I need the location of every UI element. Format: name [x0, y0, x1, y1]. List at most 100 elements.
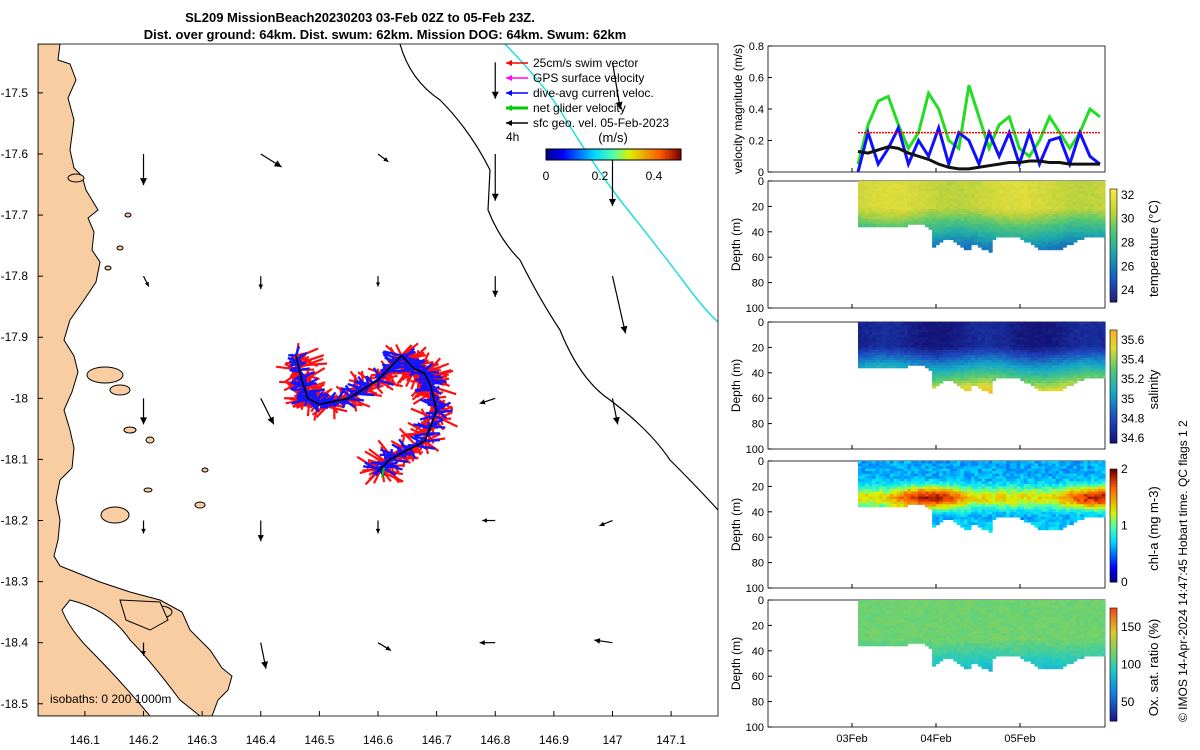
- salinity-cell: [893, 349, 898, 354]
- salinity-cell: [1076, 324, 1081, 328]
- chla-cell: [995, 514, 1000, 518]
- temperature-cell: [1052, 234, 1057, 238]
- salinity-cell: [893, 344, 898, 348]
- salinity-cell: [1062, 370, 1067, 374]
- temperature-cell: [946, 201, 951, 205]
- chla-cell: [872, 473, 877, 477]
- coastline-land: [38, 44, 233, 716]
- temperature-cell: [1016, 226, 1021, 230]
- salinity-cell: [858, 322, 863, 326]
- temperature-cell: [956, 191, 961, 195]
- temperature-cell: [925, 191, 930, 195]
- temperature-cell: [999, 211, 1004, 215]
- salinity-cell: [865, 344, 870, 348]
- salinity-cell: [1045, 380, 1050, 384]
- temperature-cell: [992, 208, 997, 213]
- temperature-cell: [1059, 186, 1064, 190]
- chla-cell: [879, 504, 884, 508]
- chla-cell: [889, 476, 894, 480]
- salinity-cell: [949, 339, 954, 343]
- salinity-cell: [1002, 375, 1007, 379]
- salinity-colorbar-tick-label: 34.8: [1121, 411, 1145, 425]
- salinity-colorbar-cell: [1110, 420, 1117, 424]
- temperature-cell: [949, 236, 954, 241]
- salinity-cell: [1066, 347, 1071, 351]
- temperature-cell: [1073, 211, 1078, 215]
- salinity-cell: [858, 347, 863, 351]
- chla-cell: [992, 506, 997, 510]
- salinity-cell: [985, 352, 990, 356]
- temperature-cell: [981, 188, 986, 192]
- salinity-cell: [1069, 380, 1074, 384]
- temperature-cell: [1094, 214, 1099, 218]
- temperature-cell: [1016, 188, 1021, 192]
- chla-cell: [946, 491, 951, 495]
- temperature-y-tick-label: 100: [746, 303, 764, 315]
- chla-cell: [925, 494, 930, 498]
- salinity-cell: [932, 355, 937, 359]
- salinity-cell: [1030, 355, 1036, 359]
- chla-cell: [992, 466, 997, 470]
- salinity-colorbar-cell: [1110, 423, 1117, 427]
- salinity-cell: [925, 327, 930, 331]
- salinity-cell: [932, 382, 937, 387]
- temperature-colorbar-frame: [1109, 188, 1118, 303]
- temperature-cell: [928, 198, 933, 202]
- salinity-cell: [1069, 324, 1074, 328]
- salinity-cell: [1052, 357, 1057, 361]
- chla-cell: [932, 476, 937, 480]
- chla-cell: [953, 506, 958, 510]
- salinity-cell: [1037, 355, 1043, 359]
- chla-cell: [1052, 499, 1057, 503]
- chla-cell: [903, 499, 908, 503]
- salinity-cell: [1023, 365, 1028, 369]
- temperature-cell: [967, 241, 972, 246]
- chla-cell: [1069, 483, 1074, 487]
- temperature-cell: [939, 234, 944, 238]
- temperature-cell: [953, 224, 958, 228]
- salinity-cell: [896, 332, 901, 336]
- temperature-cell: [865, 196, 870, 200]
- colorbar-cell: [645, 149, 648, 160]
- temperature-cell: [988, 216, 993, 220]
- chla-cell: [875, 466, 880, 470]
- salinity-cell: [963, 327, 968, 331]
- chla-cell: [974, 491, 979, 495]
- chla-cell: [928, 461, 933, 465]
- temperature-cell: [921, 203, 926, 207]
- salinity-cell: [1006, 324, 1011, 328]
- chla-cell: [1013, 466, 1018, 470]
- chla-cell: [949, 488, 954, 493]
- temperature-cell: [861, 181, 866, 185]
- chla-cell: [882, 496, 887, 500]
- temperature-cell: [1090, 181, 1096, 185]
- temperature-cell: [910, 183, 916, 187]
- salinity-cell: [889, 324, 894, 328]
- temperature-cell: [1055, 203, 1060, 207]
- temperature-cell: [872, 214, 877, 218]
- salinity-cell: [985, 382, 990, 387]
- salinity-cell: [889, 334, 894, 338]
- salinity-cell: [1066, 355, 1071, 359]
- salinity-cell: [956, 347, 961, 351]
- salinity-cell: [858, 360, 863, 364]
- chla-cell: [949, 478, 954, 482]
- salinity-cell: [970, 342, 976, 346]
- temperature-cell: [921, 221, 926, 225]
- temperature-cell: [974, 198, 979, 202]
- temperature-cell: [995, 224, 1000, 228]
- temperature-cell: [1016, 193, 1021, 197]
- temperature-cell: [1020, 224, 1025, 228]
- temperature-cell: [985, 211, 990, 215]
- temperature-cell: [1090, 229, 1096, 233]
- temperature-cell: [875, 186, 880, 190]
- temperature-cell: [1037, 206, 1043, 210]
- temperature-cell: [932, 229, 937, 233]
- chla-cell: [960, 524, 965, 528]
- salinity-cell: [1045, 332, 1050, 336]
- chla-cell: [1041, 468, 1046, 472]
- temperature-cell: [868, 211, 873, 215]
- chla-cell: [1073, 511, 1078, 515]
- salinity-cell: [942, 324, 947, 328]
- salinity-cell: [995, 375, 1000, 379]
